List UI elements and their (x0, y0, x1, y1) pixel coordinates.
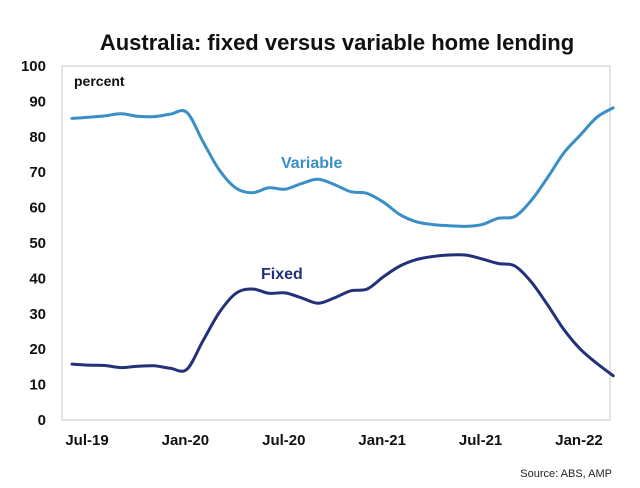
series-line-fixed (70, 253, 615, 378)
y-tick-label: 0 (38, 412, 46, 429)
y-tick-label: 80 (29, 129, 46, 146)
y-tick-label: 10 (29, 377, 46, 394)
y-tick-label: 30 (29, 306, 46, 323)
x-tick-label: Jan-20 (162, 432, 210, 449)
y-tick-label: 50 (29, 235, 46, 252)
x-tick-label: Jul-21 (459, 432, 502, 449)
series-label-variable: Variable (281, 155, 342, 172)
series-line-variable (70, 106, 615, 228)
y-axis: 0 10 20 30 40 50 60 70 80 90 100 (21, 58, 46, 429)
y-tick-label: 20 (29, 341, 46, 358)
x-tick-label: Jan-22 (555, 432, 603, 449)
series-label-fixed: Fixed (261, 266, 303, 283)
y-tick-label: 90 (29, 93, 46, 110)
y-tick-label: 60 (29, 200, 46, 217)
y-tick-label: 40 (29, 270, 46, 287)
x-tick-label: Jul-19 (65, 432, 108, 449)
y-tick-label: 100 (21, 58, 46, 75)
source-note: Source: ABS, AMP (520, 468, 612, 480)
plot-frame (61, 65, 611, 421)
x-axis: Jul-19 Jan-20 Jul-20 Jan-21 Jul-21 Jan-22 (65, 432, 602, 449)
x-tick-label: Jan-21 (358, 432, 406, 449)
x-tick-label: Jul-20 (262, 432, 305, 449)
y-tick-label: 70 (29, 164, 46, 181)
chart-title: Australia: fixed versus variable home le… (100, 30, 574, 55)
unit-label: percent (74, 73, 125, 89)
series-layer (70, 106, 615, 378)
